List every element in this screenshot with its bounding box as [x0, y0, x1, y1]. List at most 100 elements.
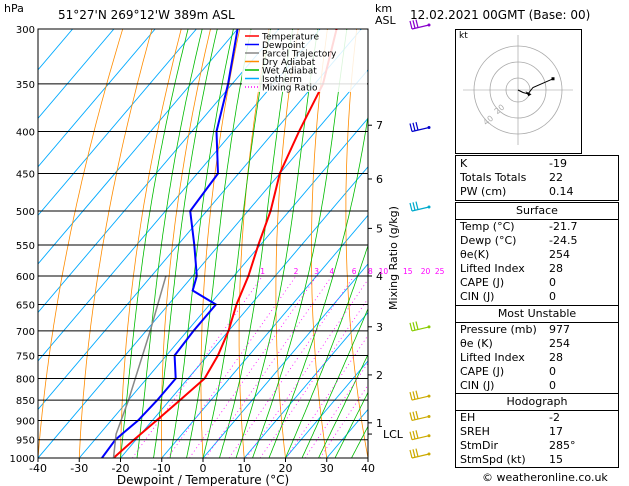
- pressure-tick-label: 400: [16, 128, 35, 139]
- legend-background: [242, 30, 367, 92]
- isotherm-line: [243, 311, 368, 458]
- index-value: 0.14: [549, 185, 574, 198]
- hodograph-stat-row: StmSpd (kt) 15: [456, 453, 618, 467]
- dewpoint-profile: [101, 29, 239, 458]
- most-unstable-value: 0: [549, 379, 556, 392]
- temperature-tick-label: 30: [320, 462, 334, 475]
- pressure-tick-label: 750: [16, 351, 35, 362]
- mixing-ratio-label: 2: [294, 267, 299, 276]
- hodograph-stat-label: EH: [460, 411, 476, 424]
- temperature-tick-label: 0: [200, 462, 207, 475]
- surface-table: Surface Temp (°C) -21.7 Dewp (°C) -24.5 θe(K…: [455, 202, 619, 306]
- index-label: K: [460, 157, 468, 170]
- index-row: PW (cm) 0.14: [456, 185, 618, 199]
- legend-entry: Isotherm: [262, 75, 302, 85]
- mixing-ratio-line: [285, 334, 368, 458]
- isotherm-line: [38, 29, 238, 265]
- pressure-tick-label: 350: [16, 80, 35, 91]
- mixing-ratio-label: 20: [421, 267, 431, 276]
- wet-adiabat-line: [301, 307, 368, 458]
- wind-barb: [409, 201, 431, 212]
- km-tick-label: 3: [376, 321, 383, 334]
- most-unstable-value: 28: [549, 351, 563, 364]
- km-tick-label: 5: [376, 222, 383, 235]
- temperature-tick-label: -40: [29, 462, 47, 475]
- surface-row: Lifted Index 28: [456, 262, 618, 276]
- wind-barb: [409, 321, 431, 332]
- wind-barb: [409, 410, 431, 422]
- hodograph-panel: kt 20 40: [455, 29, 582, 154]
- copyright-footer: © weatheronline.co.uk: [482, 471, 608, 484]
- pressure-tick-label: 500: [16, 207, 35, 218]
- index-value: -19: [549, 157, 567, 170]
- most-unstable-label: CAPE (J): [460, 365, 505, 378]
- mixing-ratio-label: 8: [368, 267, 373, 276]
- mixing-ratio-label: 15: [403, 267, 413, 276]
- pressure-tick-label: 850: [16, 396, 35, 407]
- most-unstable-label: CIN (J): [460, 379, 495, 392]
- surface-value: 0: [549, 290, 556, 303]
- surface-title: Surface: [516, 204, 558, 217]
- most-unstable-row: CAPE (J) 0: [456, 365, 618, 379]
- surface-value: -24.5: [549, 234, 578, 247]
- hodograph-stat-label: StmDir: [460, 439, 499, 452]
- isotherm-line: [38, 29, 115, 119]
- isotherm-line: [38, 29, 197, 217]
- mixing-ratio-line: [132, 275, 263, 458]
- temperature-tick-label: -30: [70, 462, 88, 475]
- wind-barb: [409, 121, 431, 133]
- dry-adiabat-line: [78, 29, 153, 458]
- legend-entry: Dry Adiabat: [262, 58, 316, 68]
- most-unstable-label: Pressure (mb): [460, 323, 537, 336]
- temperature-tick-label: 40: [361, 462, 375, 475]
- surface-value: 0: [549, 276, 556, 289]
- legend-entry: Parcel Trajectory: [262, 50, 337, 60]
- km-tick-label: 4: [376, 270, 383, 283]
- isotherm-line: [367, 457, 368, 458]
- pressure-tick-label: 300: [16, 25, 35, 36]
- index-value: 22: [549, 171, 563, 184]
- hodograph-table-title: Hodograph: [506, 395, 568, 408]
- mixing-ratio-label: 3: [314, 267, 319, 276]
- pressure-tick-label: 800: [16, 374, 35, 385]
- mixing-ratio-label: 10: [379, 267, 389, 276]
- wind-barb: [409, 19, 431, 30]
- storm-motion-marker: [525, 91, 532, 97]
- km-tick-label: 6: [376, 173, 383, 186]
- km-tick-label: 1: [376, 417, 383, 430]
- skew-t-diagram: 3003504004505005506006507007508008509009…: [10, 19, 445, 486]
- mixing-ratio-line: [259, 297, 368, 458]
- legend-entry: Wet Adiabat: [262, 67, 317, 77]
- isotherm-line: [38, 69, 368, 458]
- most-unstable-value: 977: [549, 323, 570, 336]
- most-unstable-row: Lifted Index 28: [456, 351, 618, 365]
- index-row: Totals Totals 22: [456, 171, 618, 185]
- temperature-tick-label: -10: [153, 462, 171, 475]
- pressure-tick-label: 900: [16, 416, 35, 427]
- surface-row: Temp (°C) -21.7: [456, 220, 618, 234]
- isotherm-line: [38, 29, 73, 71]
- km-tick-label: 7: [376, 119, 383, 132]
- wet-adiabat-line: [318, 353, 368, 458]
- mixing-ratio-line: [246, 278, 368, 458]
- surface-label: CAPE (J): [460, 276, 505, 289]
- wind-barb: [409, 448, 431, 459]
- surface-row: CIN (J) 0: [456, 290, 618, 304]
- temperature-tick-label: 10: [237, 462, 251, 475]
- km-axis-label: km: [375, 2, 393, 15]
- mixing-ratio-line: [228, 275, 355, 458]
- most-unstable-row: θe (K) 254: [456, 337, 618, 351]
- index-label: Totals Totals: [460, 171, 527, 184]
- most-unstable-value: 0: [549, 365, 556, 378]
- surface-label: CIN (J): [460, 290, 495, 303]
- asl-axis-label: ASL: [375, 14, 396, 27]
- dry-adiabat-line: [120, 29, 182, 458]
- hodograph-stat-value: 285°: [549, 439, 576, 452]
- hodograph-unit-label: kt: [459, 31, 468, 41]
- isotherm-line: [161, 214, 368, 458]
- wet-adiabat-line: [136, 29, 203, 458]
- mixing-ratio-label: 25: [435, 267, 445, 276]
- mixing-ratio-line: [319, 384, 368, 458]
- isotherm-line: [285, 360, 368, 458]
